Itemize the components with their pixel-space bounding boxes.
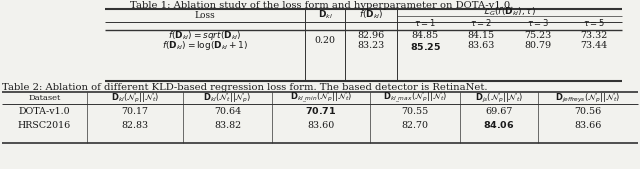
- Text: $\mathbf{84.06}$: $\mathbf{84.06}$: [483, 119, 515, 130]
- Text: 70.56: 70.56: [574, 106, 602, 115]
- Text: 83.60: 83.60: [307, 120, 335, 129]
- Text: 70.55: 70.55: [401, 106, 429, 115]
- Text: 70.64: 70.64: [214, 106, 241, 115]
- Text: 83.23: 83.23: [357, 42, 385, 51]
- Text: 84.85: 84.85: [412, 30, 438, 40]
- Text: Loss: Loss: [195, 10, 216, 19]
- Text: 84.15: 84.15: [468, 30, 495, 40]
- Text: $f(\mathbf{D}_{kl}) = \log(\mathbf{D}_{kl}+1)$: $f(\mathbf{D}_{kl}) = \log(\mathbf{D}_{k…: [162, 40, 248, 53]
- Text: 82.96: 82.96: [357, 30, 385, 40]
- Text: 0.20: 0.20: [314, 36, 335, 45]
- Text: $f(\mathbf{D}_{kl})$: $f(\mathbf{D}_{kl})$: [358, 9, 383, 21]
- Text: $f(\mathbf{D}_{kl}) = \mathit{sqrt}(\mathbf{D}_{kl})$: $f(\mathbf{D}_{kl}) = \mathit{sqrt}(\mat…: [168, 29, 242, 42]
- Text: 82.70: 82.70: [401, 120, 429, 129]
- Text: $\tau=5$: $\tau=5$: [583, 18, 605, 29]
- Text: 83.82: 83.82: [214, 120, 241, 129]
- Text: 83.63: 83.63: [468, 42, 495, 51]
- Text: $\mathbf{D}_{kl}(\mathcal{N}_t||\mathcal{N}_p)$: $\mathbf{D}_{kl}(\mathcal{N}_t||\mathcal…: [204, 91, 252, 105]
- Text: $\mathbf{D}_{kl\_min}(\mathcal{N}_p||\mathcal{N}_t)$: $\mathbf{D}_{kl\_min}(\mathcal{N}_p||\ma…: [290, 91, 352, 105]
- Text: 82.83: 82.83: [122, 120, 148, 129]
- Text: $\tau=1$: $\tau=1$: [414, 18, 436, 29]
- Text: 73.32: 73.32: [580, 30, 607, 40]
- Text: $\mathbf{D}_{js}(\mathcal{N}_p||\mathcal{N}_t)$: $\mathbf{D}_{js}(\mathcal{N}_p||\mathcal…: [475, 91, 523, 105]
- Text: 80.79: 80.79: [524, 42, 551, 51]
- Text: HRSC2016: HRSC2016: [18, 120, 71, 129]
- Text: $\mathbf{70.71}$: $\mathbf{70.71}$: [305, 105, 337, 116]
- Text: 70.17: 70.17: [122, 106, 148, 115]
- Text: $\mathbf{85.25}$: $\mathbf{85.25}$: [410, 41, 440, 52]
- Text: $\tau=3$: $\tau=3$: [527, 18, 548, 29]
- Text: $\mathcal{L}_G(f(\mathbf{D}_{kl}), \tau)$: $\mathcal{L}_G(f(\mathbf{D}_{kl}), \tau)…: [483, 6, 536, 18]
- Text: Dataset: Dataset: [28, 94, 61, 102]
- Text: DOTA-v1.0: DOTA-v1.0: [19, 106, 70, 115]
- Text: 69.67: 69.67: [485, 106, 513, 115]
- Text: $\mathbf{D}_{kl}(\mathcal{N}_p||\mathcal{N}_t)$: $\mathbf{D}_{kl}(\mathcal{N}_p||\mathcal…: [111, 91, 159, 105]
- Text: $\mathbf{D}_{kl\_max}(\mathcal{N}_p||\mathcal{N}_t)$: $\mathbf{D}_{kl\_max}(\mathcal{N}_p||\ma…: [383, 91, 447, 105]
- Text: 83.66: 83.66: [574, 120, 602, 129]
- Text: 73.44: 73.44: [580, 42, 607, 51]
- Text: $\tau=2$: $\tau=2$: [470, 18, 492, 29]
- Text: 75.23: 75.23: [524, 30, 551, 40]
- Text: $\mathbf{D}_{jeffreys}(\mathcal{N}_p||\mathcal{N}_t)$: $\mathbf{D}_{jeffreys}(\mathcal{N}_p||\m…: [556, 91, 621, 105]
- Text: Table 2: Ablation of different KLD-based regression loss form. The based detecto: Table 2: Ablation of different KLD-based…: [2, 83, 488, 92]
- Text: $\mathbf{D}_{kl}$: $\mathbf{D}_{kl}$: [317, 9, 332, 21]
- Text: Table 1: Ablation study of the loss form and hyperparameter on DOTA-v1.0.: Table 1: Ablation study of the loss form…: [131, 1, 514, 10]
